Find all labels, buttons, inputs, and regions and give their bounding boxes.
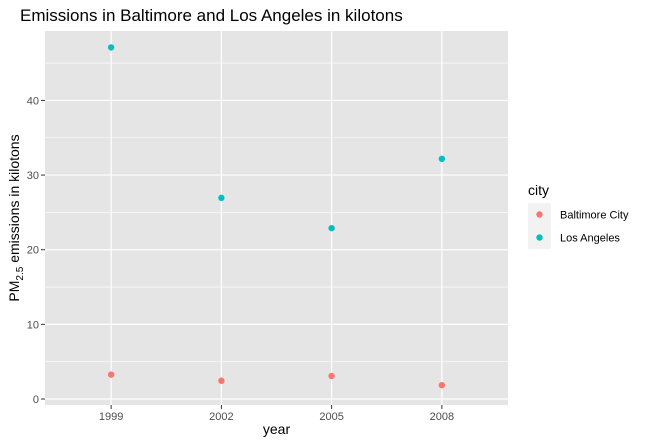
x-tick-label: 2008 bbox=[430, 411, 454, 423]
data-point bbox=[438, 381, 446, 389]
y-tick-label: 0 bbox=[33, 394, 39, 406]
y-tick-label: 20 bbox=[27, 245, 39, 257]
chart-title: Emissions in Baltimore and Los Angeles i… bbox=[20, 6, 403, 25]
y-axis-title-subscript: 2.5 bbox=[15, 266, 26, 280]
legend-title: city bbox=[528, 182, 549, 198]
x-tick-label: 1999 bbox=[99, 411, 123, 423]
data-point bbox=[438, 155, 446, 163]
data-point bbox=[218, 377, 225, 384]
legend-label: Los Angeles bbox=[560, 233, 620, 245]
major-gridlines bbox=[45, 31, 508, 405]
y-axis-title-suffix: emissions in kilotons bbox=[6, 134, 22, 266]
legend-label: Baltimore City bbox=[560, 210, 629, 222]
y-axis-title-prefix: PM bbox=[6, 281, 22, 302]
legend: city Baltimore City Los Angeles bbox=[528, 182, 629, 249]
legend-marker bbox=[536, 211, 543, 218]
x-axis-title: year bbox=[263, 421, 291, 437]
x-axis: 1999 2002 2005 2008 bbox=[99, 405, 454, 423]
x-tick-label: 2002 bbox=[209, 411, 233, 423]
minor-gridlines bbox=[45, 62, 508, 363]
y-tick-label: 30 bbox=[27, 170, 39, 182]
y-axis-title: PM2.5 emissions in kilotons bbox=[6, 134, 26, 301]
y-tick-label: 40 bbox=[27, 95, 39, 107]
plot-panel bbox=[45, 31, 508, 405]
data-point bbox=[328, 372, 335, 380]
y-tick-label: 10 bbox=[27, 319, 39, 331]
legend-marker bbox=[536, 234, 543, 241]
data-points bbox=[107, 44, 446, 389]
data-point bbox=[328, 224, 335, 232]
data-point bbox=[107, 44, 115, 51]
y-axis: 0 10 20 30 40 bbox=[27, 95, 45, 406]
data-point bbox=[107, 371, 115, 378]
x-tick-label: 2005 bbox=[319, 411, 343, 423]
data-point bbox=[218, 194, 225, 202]
